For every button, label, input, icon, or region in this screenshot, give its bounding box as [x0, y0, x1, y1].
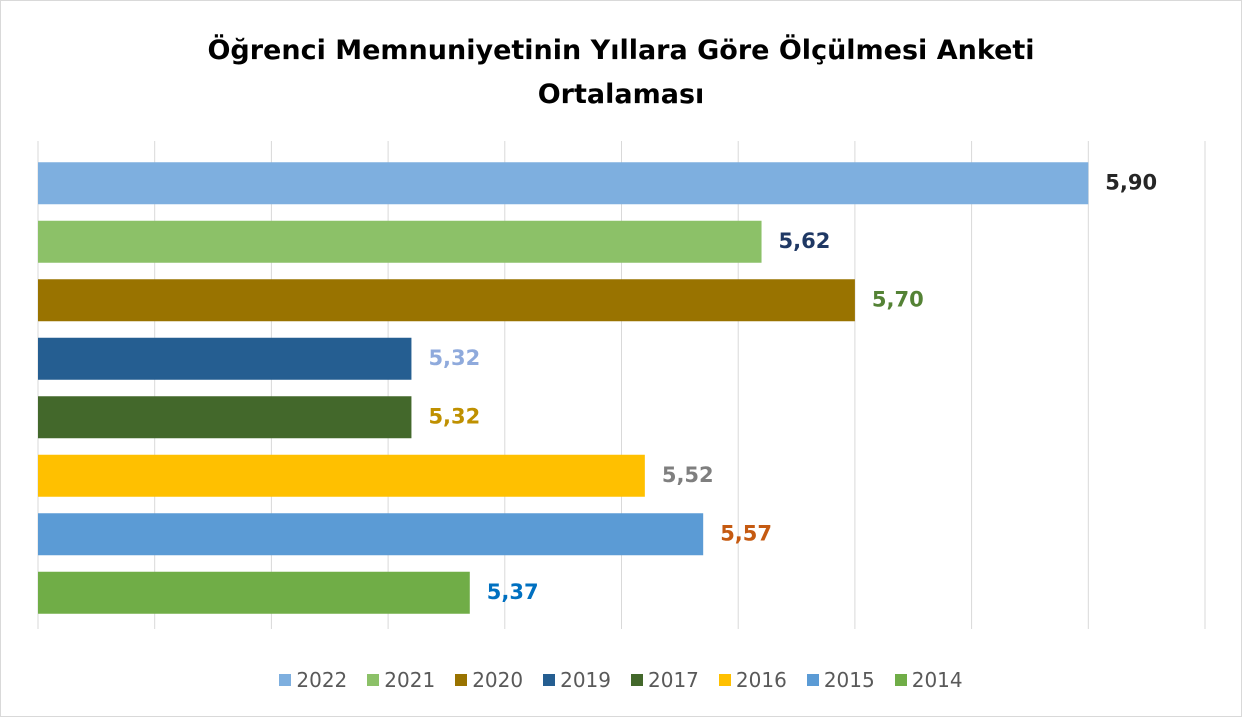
legend-label: 2017 — [648, 668, 699, 692]
data-label: 5,32 — [428, 404, 480, 428]
data-label: 5,52 — [662, 463, 714, 487]
bar — [38, 513, 704, 556]
data-label: 5,32 — [428, 346, 480, 370]
legend-label: 2016 — [735, 668, 787, 692]
bar — [38, 220, 762, 263]
data-label: 5,37 — [487, 580, 539, 604]
data-label: 5,57 — [720, 521, 772, 545]
legend: 2022 2021 2020 2019 2017 2016 2015 2014 — [1, 668, 1241, 692]
legend-label: 2015 — [823, 668, 875, 692]
legend-item: 2021 — [367, 668, 435, 692]
legend-swatch — [455, 674, 468, 686]
bar — [38, 337, 412, 380]
legend-item: 2016 — [718, 668, 787, 692]
legend-swatch — [543, 674, 556, 686]
legend-swatch — [279, 674, 292, 686]
legend-item: 2022 — [279, 668, 347, 692]
legend-swatch — [631, 674, 643, 686]
bar — [38, 396, 412, 439]
legend-item: 2019 — [543, 668, 611, 692]
bar — [38, 279, 855, 322]
legend-item: 2020 — [455, 668, 523, 692]
legend-swatch — [806, 674, 819, 686]
legend-label: 2019 — [560, 668, 611, 692]
legend-label: 2021 — [384, 668, 436, 692]
data-label: 5,62 — [779, 229, 831, 253]
legend-label: 2020 — [472, 668, 524, 692]
legend-swatch — [718, 674, 731, 686]
legend-item: 2014 — [894, 668, 963, 692]
legend-item: 2017 — [631, 668, 699, 692]
legend-label: 2022 — [296, 668, 348, 692]
legend-item: 2015 — [806, 668, 875, 692]
data-label: 5,70 — [872, 287, 924, 311]
legend-swatch — [894, 674, 907, 686]
legend-swatch — [367, 674, 380, 686]
chart-title: Öğrenci Memnuniyetinin Yıllara Göre Ölçü… — [207, 35, 1035, 110]
legend-label: 2014 — [911, 668, 963, 692]
data-label: 5,90 — [1105, 170, 1157, 194]
bar — [38, 454, 645, 497]
bar — [38, 571, 470, 614]
bar — [38, 162, 1089, 205]
